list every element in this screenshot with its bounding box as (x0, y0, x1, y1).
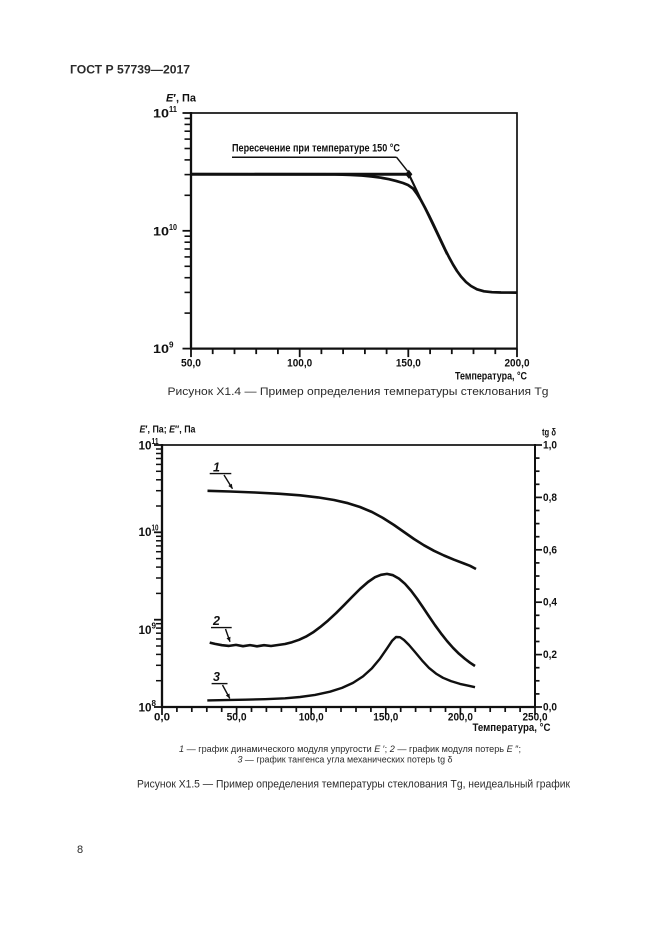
svg-text:10: 10 (139, 441, 152, 453)
svg-text:0,0: 0,0 (543, 702, 557, 714)
svg-text:tg δ: tg δ (542, 427, 556, 439)
svg-text:10: 10 (139, 703, 152, 715)
svg-text:250,0: 250,0 (523, 712, 548, 724)
svg-text:10: 10 (169, 222, 177, 232)
svg-text:1 — график динамического модул: 1 — график динамического модуля упругост… (179, 744, 521, 754)
svg-text:Рисунок Х1.4 — Пример определе: Рисунок Х1.4 — Пример определения темпер… (168, 386, 549, 398)
svg-text:100,0: 100,0 (299, 712, 324, 724)
svg-text:50,0: 50,0 (181, 358, 201, 370)
svg-text:10: 10 (153, 107, 169, 121)
svg-text:100,0: 100,0 (287, 358, 312, 370)
svg-text:E′, Па; E″, Па: E′, Па; E″, Па (140, 424, 196, 436)
svg-text:Пересечение при температуре 15: Пересечение при температуре 150 °С (232, 143, 400, 155)
svg-text:50,0: 50,0 (227, 712, 247, 724)
svg-text:3 — график тангенса угла механ: 3 — график тангенса угла механических по… (238, 755, 453, 765)
svg-text:200,0: 200,0 (505, 358, 530, 370)
svg-text:10: 10 (152, 524, 159, 533)
svg-text:2: 2 (212, 614, 220, 628)
svg-text:150,0: 150,0 (396, 358, 421, 370)
svg-text:Рисунок Х1.5 — Пример определе: Рисунок Х1.5 — Пример определения темпер… (137, 779, 570, 791)
svg-text:200,0: 200,0 (448, 712, 473, 724)
svg-text:ГОСТ Р 57739—2017: ГОСТ Р 57739—2017 (70, 63, 190, 77)
svg-text:11: 11 (169, 104, 177, 114)
svg-text:0,4: 0,4 (543, 597, 558, 609)
svg-text:Температура, °С: Температура, °С (473, 722, 551, 734)
svg-text:0,2: 0,2 (543, 649, 557, 661)
svg-text:10: 10 (139, 527, 152, 539)
svg-text:0,0: 0,0 (154, 712, 170, 724)
svg-text:3: 3 (213, 670, 220, 684)
svg-text:11: 11 (152, 437, 159, 446)
svg-text:9: 9 (152, 622, 157, 631)
svg-text:8: 8 (77, 844, 83, 856)
svg-text:8: 8 (152, 699, 157, 708)
svg-text:0,6: 0,6 (543, 544, 557, 556)
svg-text:10: 10 (139, 625, 152, 637)
svg-text:0,8: 0,8 (543, 492, 557, 504)
svg-text:10: 10 (153, 342, 169, 356)
svg-text:1,0: 1,0 (543, 440, 557, 452)
svg-text:10: 10 (153, 224, 169, 238)
svg-text:E′, Па: E′, Па (166, 93, 197, 105)
svg-text:9: 9 (169, 340, 174, 350)
svg-text:150,0: 150,0 (373, 712, 398, 724)
svg-text:Температура, °С: Температура, °С (455, 371, 527, 383)
svg-text:1: 1 (213, 461, 220, 475)
